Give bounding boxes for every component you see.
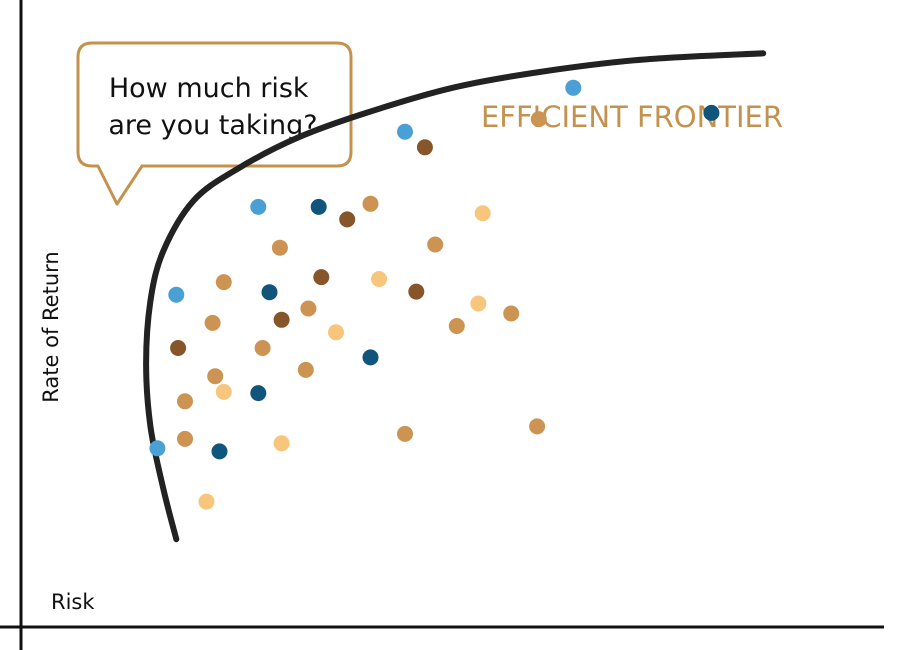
data-point-2-0	[170, 340, 187, 356]
data-point-1-1	[261, 284, 278, 301]
data-point-3-0	[207, 368, 224, 385]
data-point-1-5	[703, 104, 720, 121]
data-point-1-0	[310, 198, 327, 215]
data-point-2-4	[416, 139, 433, 156]
data-point-3-14	[397, 425, 413, 442]
x-axis-label: Risk	[51, 590, 95, 614]
data-point-0-0	[149, 440, 166, 457]
data-point-0-3	[397, 123, 413, 140]
data-point-4-2	[328, 324, 344, 341]
data-point-1-2	[362, 349, 379, 366]
data-point-1-4	[211, 443, 228, 460]
data-point-3-4	[271, 239, 288, 256]
data-point-4-1	[273, 435, 290, 452]
data-point-4-6	[198, 493, 215, 510]
data-point-2-5	[408, 283, 425, 300]
data-point-3-12	[503, 305, 520, 322]
data-point-3-8	[177, 430, 193, 447]
efficient-frontier-curve	[143, 50, 767, 543]
data-point-3-6	[300, 300, 317, 317]
data-point-2-3	[339, 211, 356, 228]
y-axis-label: Rate of Return	[39, 251, 63, 402]
speech-bubble	[76, 41, 353, 206]
data-point-3-3	[215, 274, 232, 291]
data-point-0-2	[250, 198, 267, 215]
data-point-3-1	[177, 393, 193, 410]
data-point-3-2	[204, 314, 221, 331]
annotation-line-2: are you taking?	[108, 110, 317, 141]
data-point-3-10	[427, 236, 444, 253]
annotation-line-1: How much risk	[109, 73, 309, 104]
data-point-2-2	[313, 269, 330, 286]
data-point-3-11	[448, 318, 465, 334]
data-point-4-0	[215, 383, 232, 400]
data-point-4-3	[371, 271, 388, 287]
data-point-0-4	[565, 79, 582, 96]
data-point-0-1	[168, 286, 185, 303]
data-point-3-5	[254, 340, 271, 356]
annotation-text: How much risk are you taking?	[108, 73, 317, 141]
data-point-3-7	[297, 361, 314, 378]
data-point-4-5	[470, 295, 487, 312]
data-point-4-4	[474, 205, 491, 222]
data-points	[149, 79, 720, 510]
data-point-1-3	[250, 385, 267, 402]
chart-title: EFFICIENT FRONTIER	[481, 100, 783, 134]
data-point-3-9	[362, 195, 379, 212]
data-point-2-1	[273, 311, 290, 328]
data-point-3-15	[529, 418, 546, 435]
data-point-3-13	[530, 111, 547, 128]
